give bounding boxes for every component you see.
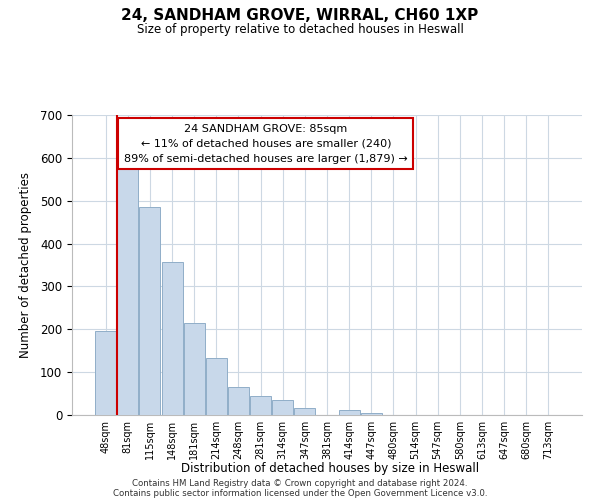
Text: Contains HM Land Registry data © Crown copyright and database right 2024.: Contains HM Land Registry data © Crown c… [132, 478, 468, 488]
Text: 24, SANDHAM GROVE, WIRRAL, CH60 1XP: 24, SANDHAM GROVE, WIRRAL, CH60 1XP [121, 8, 479, 22]
Bar [206, 358, 227, 415]
Bar [295, 408, 316, 415]
Bar [250, 396, 271, 415]
Text: Size of property relative to detached houses in Heswall: Size of property relative to detached ho… [137, 22, 463, 36]
Text: Distribution of detached houses by size in Heswall: Distribution of detached houses by size … [181, 462, 479, 475]
Bar [118, 166, 139, 415]
Text: 24 SANDHAM GROVE: 85sqm
← 11% of detached houses are smaller (240)
89% of semi-d: 24 SANDHAM GROVE: 85sqm ← 11% of detache… [124, 124, 407, 164]
Bar [361, 413, 382, 415]
Y-axis label: Number of detached properties: Number of detached properties [19, 172, 32, 358]
Bar [161, 262, 182, 415]
Bar [338, 410, 359, 415]
Bar [95, 332, 116, 415]
Bar [228, 387, 249, 415]
Bar [272, 400, 293, 415]
Bar [139, 207, 160, 415]
Bar [184, 323, 205, 415]
Text: Contains public sector information licensed under the Open Government Licence v3: Contains public sector information licen… [113, 488, 487, 498]
